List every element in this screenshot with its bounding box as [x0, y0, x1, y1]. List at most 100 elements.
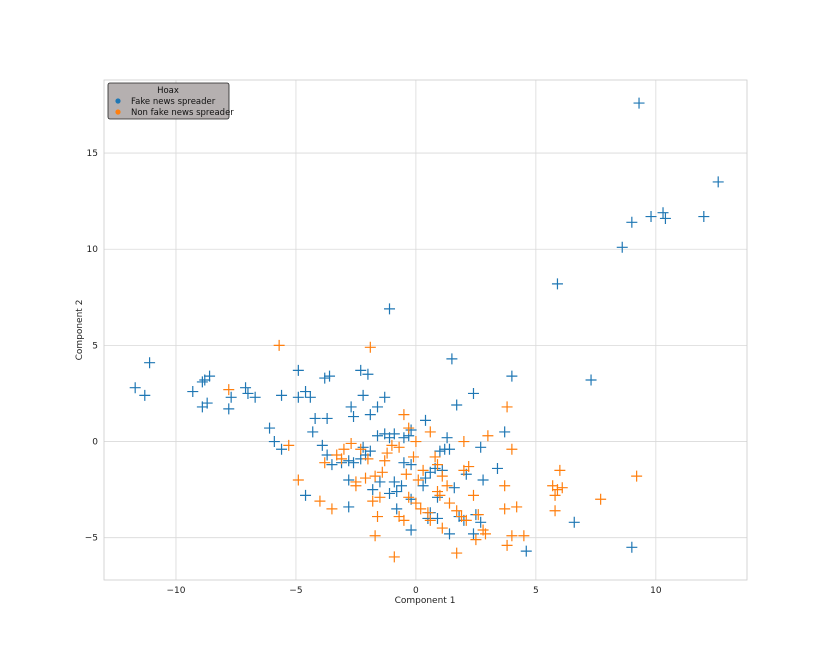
data-point-nonfake [436, 522, 448, 534]
data-point-fake [712, 176, 724, 188]
data-point-fake [626, 541, 638, 553]
data-point-fake [355, 364, 367, 376]
data-point-nonfake [403, 422, 415, 434]
data-point-fake [434, 445, 446, 457]
data-point-nonfake [551, 484, 563, 496]
data-point-nonfake [451, 547, 463, 559]
data-point-fake [379, 391, 391, 403]
y-axis-label: Component 2 [75, 300, 85, 361]
data-point-nonfake [506, 530, 518, 542]
data-point-fake [626, 216, 638, 228]
data-point-fake [129, 382, 141, 394]
data-point-nonfake [292, 474, 304, 486]
data-point-nonfake [506, 443, 518, 455]
data-point-nonfake [472, 509, 484, 521]
data-point-fake [242, 387, 254, 399]
data-point-fake [616, 241, 628, 253]
data-point-fake [304, 391, 316, 403]
data-point-nonfake [388, 551, 400, 563]
legend-marker-nonfake [115, 109, 121, 115]
data-point-fake [405, 459, 417, 471]
data-point-fake [300, 386, 312, 398]
data-point-fake [144, 357, 156, 369]
data-point-nonfake [386, 439, 398, 451]
data-point-fake [343, 455, 355, 467]
data-point-fake [343, 501, 355, 513]
data-point-nonfake [436, 470, 448, 482]
data-point-fake [443, 443, 455, 455]
data-point-nonfake [376, 466, 388, 478]
data-point-fake [307, 426, 319, 438]
y-ticks: −5 0 5 10 15 [85, 149, 99, 544]
data-point-fake [520, 545, 532, 557]
data-point-nonfake [424, 426, 436, 438]
data-point-fake [467, 387, 479, 399]
data-point-nonfake [549, 489, 561, 501]
data-point-fake [391, 486, 403, 498]
x-tick-label: −10 [166, 586, 185, 596]
data-point-fake [698, 211, 710, 223]
data-point-nonfake [443, 497, 455, 509]
data-point-fake [343, 474, 355, 486]
data-point-fake [321, 449, 333, 461]
data-point-nonfake [499, 503, 511, 515]
data-point-fake [319, 372, 331, 384]
data-point-nonfake [467, 489, 479, 501]
data-point-nonfake [595, 493, 607, 505]
data-point-nonfake [367, 495, 379, 507]
data-point-nonfake [431, 459, 443, 471]
data-point-nonfake [499, 480, 511, 492]
data-point-fake [357, 441, 369, 453]
x-axis-label: Component 1 [395, 596, 456, 606]
data-point-fake [645, 211, 657, 223]
data-point-nonfake [355, 443, 367, 455]
data-point-nonfake [336, 453, 348, 465]
data-point-fake [477, 474, 489, 486]
data-point-fake [240, 382, 252, 394]
y-tick-label: 0 [92, 438, 98, 448]
data-point-fake [405, 524, 417, 536]
data-point-fake [374, 476, 386, 488]
points-fake [129, 97, 724, 557]
data-point-fake [348, 457, 360, 469]
data-point-fake [139, 389, 151, 401]
data-point-nonfake [360, 472, 372, 484]
x-tick-label: 10 [650, 586, 662, 596]
data-point-fake [398, 457, 410, 469]
data-point-nonfake [417, 464, 429, 476]
data-point-fake [357, 389, 369, 401]
data-point-nonfake [398, 409, 410, 421]
data-point-nonfake [408, 451, 420, 463]
data-point-fake [657, 207, 669, 219]
data-point-fake [499, 426, 511, 438]
data-point-fake [384, 303, 396, 315]
data-point-nonfake [223, 384, 235, 396]
data-point-fake [225, 391, 237, 403]
data-point-fake [324, 370, 336, 382]
data-point-fake [367, 484, 379, 496]
data-point-fake [300, 489, 312, 501]
legend-entry-nonfake: Non fake news spreader [131, 108, 234, 118]
data-point-fake [446, 353, 458, 365]
data-point-fake [633, 97, 645, 109]
data-point-fake [568, 516, 580, 528]
data-point-nonfake [518, 530, 530, 542]
data-point-fake [551, 278, 563, 290]
data-point-nonfake [400, 468, 412, 480]
data-point-nonfake [319, 457, 331, 469]
x-tick-label: −5 [289, 586, 302, 596]
data-point-fake [451, 399, 463, 411]
data-point-nonfake [369, 470, 381, 482]
data-point-fake [420, 472, 431, 484]
data-point-fake [384, 487, 396, 499]
legend-box [107, 82, 230, 120]
plot-frame [103, 79, 748, 581]
data-point-nonfake [434, 489, 446, 501]
data-point-fake [364, 409, 376, 421]
data-point-fake [264, 422, 276, 434]
data-point-nonfake [549, 505, 561, 517]
data-point-fake [506, 370, 518, 382]
data-point-fake [348, 411, 360, 423]
data-point-fake [276, 389, 288, 401]
